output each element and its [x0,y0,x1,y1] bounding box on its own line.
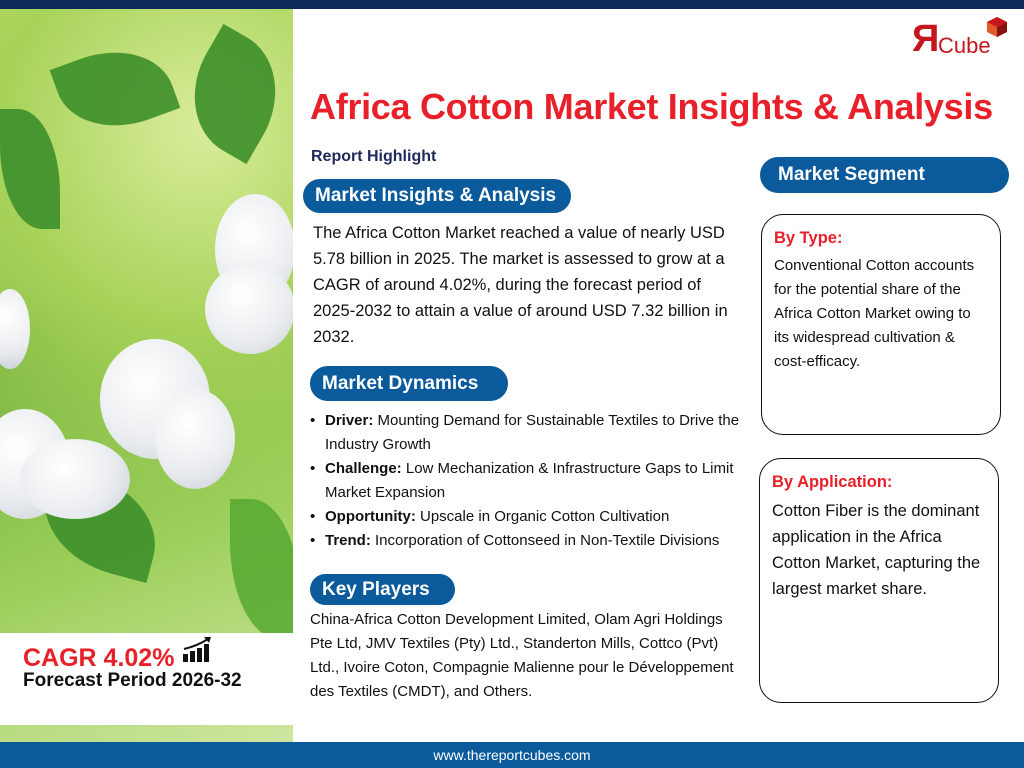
insights-heading: Market Insights & Analysis [303,179,571,213]
page-title: Africa Cotton Market Insights & Analysis [310,86,993,127]
dynamics-item-opportunity: Opportunity: Upscale in Organic Cotton C… [310,505,750,529]
report-highlight-label: Report Highlight [311,148,437,165]
key-players-text: China-Africa Cotton Development Limited,… [310,611,734,700]
footer-url[interactable]: www.thereportcubes.com [0,742,1024,768]
cube-icon [987,17,1007,37]
dynamics-list: Driver: Mounting Demand for Sustainable … [310,409,750,553]
forecast-period: Forecast Period 2026-32 [23,670,242,691]
by-type-text: Conventional Cotton accounts for the pot… [774,257,975,370]
dynamics-item-driver: Driver: Mounting Demand for Sustainable … [310,409,750,457]
dynamics-item-challenge: Challenge: Low Mechanization & Infrastru… [310,457,750,505]
cagr-panel [0,633,293,725]
by-application-text: Cotton Fiber is the dominant application… [772,502,981,598]
top-bar [0,0,1024,9]
by-application-box: By Application: Cotton Fiber is the domi… [759,458,999,703]
logo-text: Cube [938,33,991,58]
by-type-box: By Type: Conventional Cotton accounts fo… [761,214,1001,435]
reportcubes-logo: Я Cube [912,16,1012,60]
cagr-value: CAGR 4.02% [23,644,175,672]
cotton-plant-photo [0,9,293,742]
key-players-heading: Key Players [310,574,455,605]
by-application-title: By Application: [772,473,893,491]
growth-chart-icon [183,637,211,662]
by-type-title: By Type: [774,229,843,247]
market-segment-heading: Market Segment [760,157,1009,193]
dynamics-item-trend: Trend: Incorporation of Cottonseed in No… [310,529,750,553]
insights-text: The Africa Cotton Market reached a value… [313,224,728,346]
dynamics-heading: Market Dynamics [310,366,508,401]
logo-letter: Я [912,18,940,60]
